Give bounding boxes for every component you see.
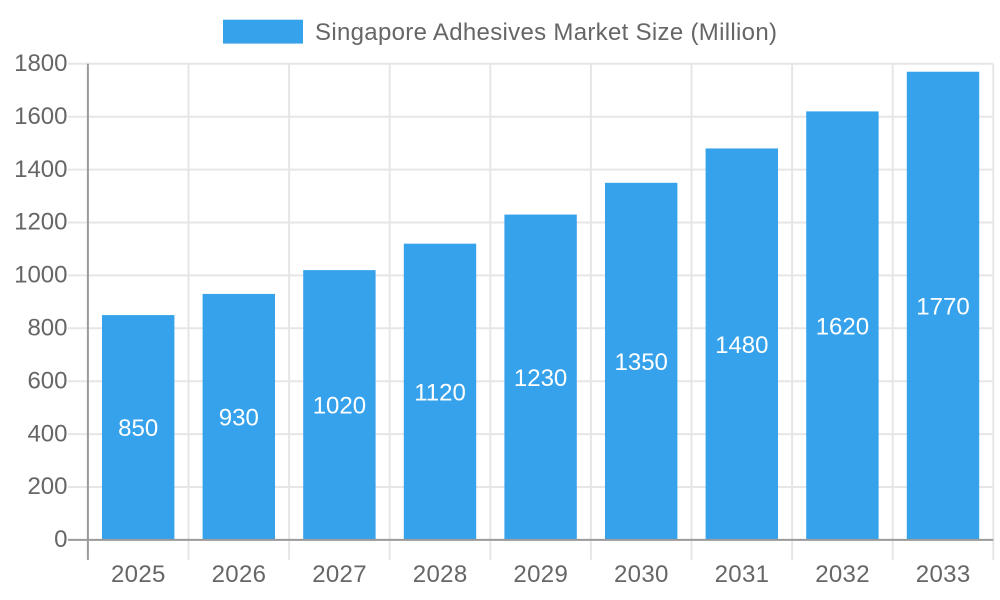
svg-text:2029: 2029 <box>513 561 567 588</box>
svg-text:0: 0 <box>54 526 67 553</box>
svg-text:800: 800 <box>27 315 67 342</box>
svg-text:2031: 2031 <box>715 561 769 588</box>
svg-text:1120: 1120 <box>414 379 466 406</box>
svg-text:1600: 1600 <box>14 103 67 130</box>
svg-text:2033: 2033 <box>916 561 970 588</box>
svg-text:1230: 1230 <box>514 365 567 392</box>
svg-text:850: 850 <box>118 415 158 442</box>
svg-text:2028: 2028 <box>413 561 467 588</box>
svg-text:1400: 1400 <box>14 156 67 183</box>
svg-text:1020: 1020 <box>313 393 366 420</box>
svg-text:Singapore Adhesives Market Siz: Singapore Adhesives Market Size (Million… <box>315 19 777 46</box>
svg-text:2032: 2032 <box>815 561 869 588</box>
svg-text:1770: 1770 <box>916 293 969 320</box>
svg-text:1200: 1200 <box>14 209 67 236</box>
svg-text:2025: 2025 <box>111 561 165 588</box>
svg-text:2026: 2026 <box>212 561 266 588</box>
svg-text:1000: 1000 <box>14 262 67 289</box>
svg-text:1350: 1350 <box>615 349 668 376</box>
svg-text:1480: 1480 <box>715 332 768 359</box>
svg-text:930: 930 <box>219 405 259 432</box>
svg-text:2030: 2030 <box>614 561 668 588</box>
svg-text:600: 600 <box>27 367 67 394</box>
svg-text:2027: 2027 <box>312 561 366 588</box>
svg-text:200: 200 <box>27 473 67 500</box>
svg-text:400: 400 <box>27 420 67 447</box>
svg-text:1800: 1800 <box>14 50 67 77</box>
svg-text:1620: 1620 <box>816 313 869 340</box>
